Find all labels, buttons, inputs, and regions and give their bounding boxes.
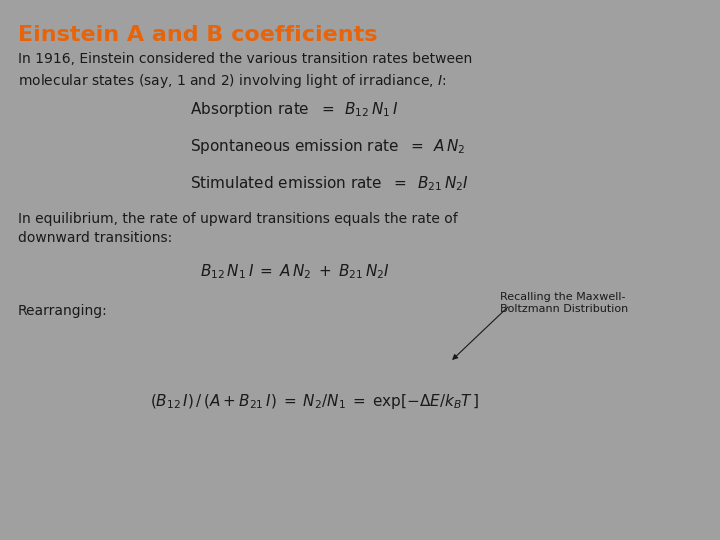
Text: Recalling the Maxwell-
Boltzmann Distribution: Recalling the Maxwell- Boltzmann Distrib…: [500, 292, 629, 314]
Text: In equilibrium, the rate of upward transitions equals the rate of
downward trans: In equilibrium, the rate of upward trans…: [18, 212, 458, 246]
Text: Spontaneous emission rate  $=$ $\,A\,N_2$: Spontaneous emission rate $=$ $\,A\,N_2$: [190, 137, 466, 156]
Text: Stimulated emission rate  $=$ $\,B_{21}\,N_2 I$: Stimulated emission rate $=$ $\,B_{21}\,…: [190, 174, 469, 193]
Text: Einstein A and B coefficients: Einstein A and B coefficients: [18, 25, 377, 45]
Text: Rearranging:: Rearranging:: [18, 304, 108, 318]
Text: In 1916, Einstein considered the various transition rates between
molecular stat: In 1916, Einstein considered the various…: [18, 52, 472, 91]
Text: $(B_{12}\,I)\,/\,(A + B_{21}\,I) \;=\; N_2/N_1 \;=\; \exp[-\Delta E/k_B T\,]$: $(B_{12}\,I)\,/\,(A + B_{21}\,I) \;=\; N…: [150, 392, 480, 411]
Text: Absorption rate  $=$ $\,B_{12}\,N_1\,I$: Absorption rate $=$ $\,B_{12}\,N_1\,I$: [190, 100, 398, 119]
Text: $B_{12}\,N_1\,I \;=\; A\,N_2 \;+\; B_{21}\,N_2 I$: $B_{12}\,N_1\,I \;=\; A\,N_2 \;+\; B_{21…: [200, 262, 390, 281]
